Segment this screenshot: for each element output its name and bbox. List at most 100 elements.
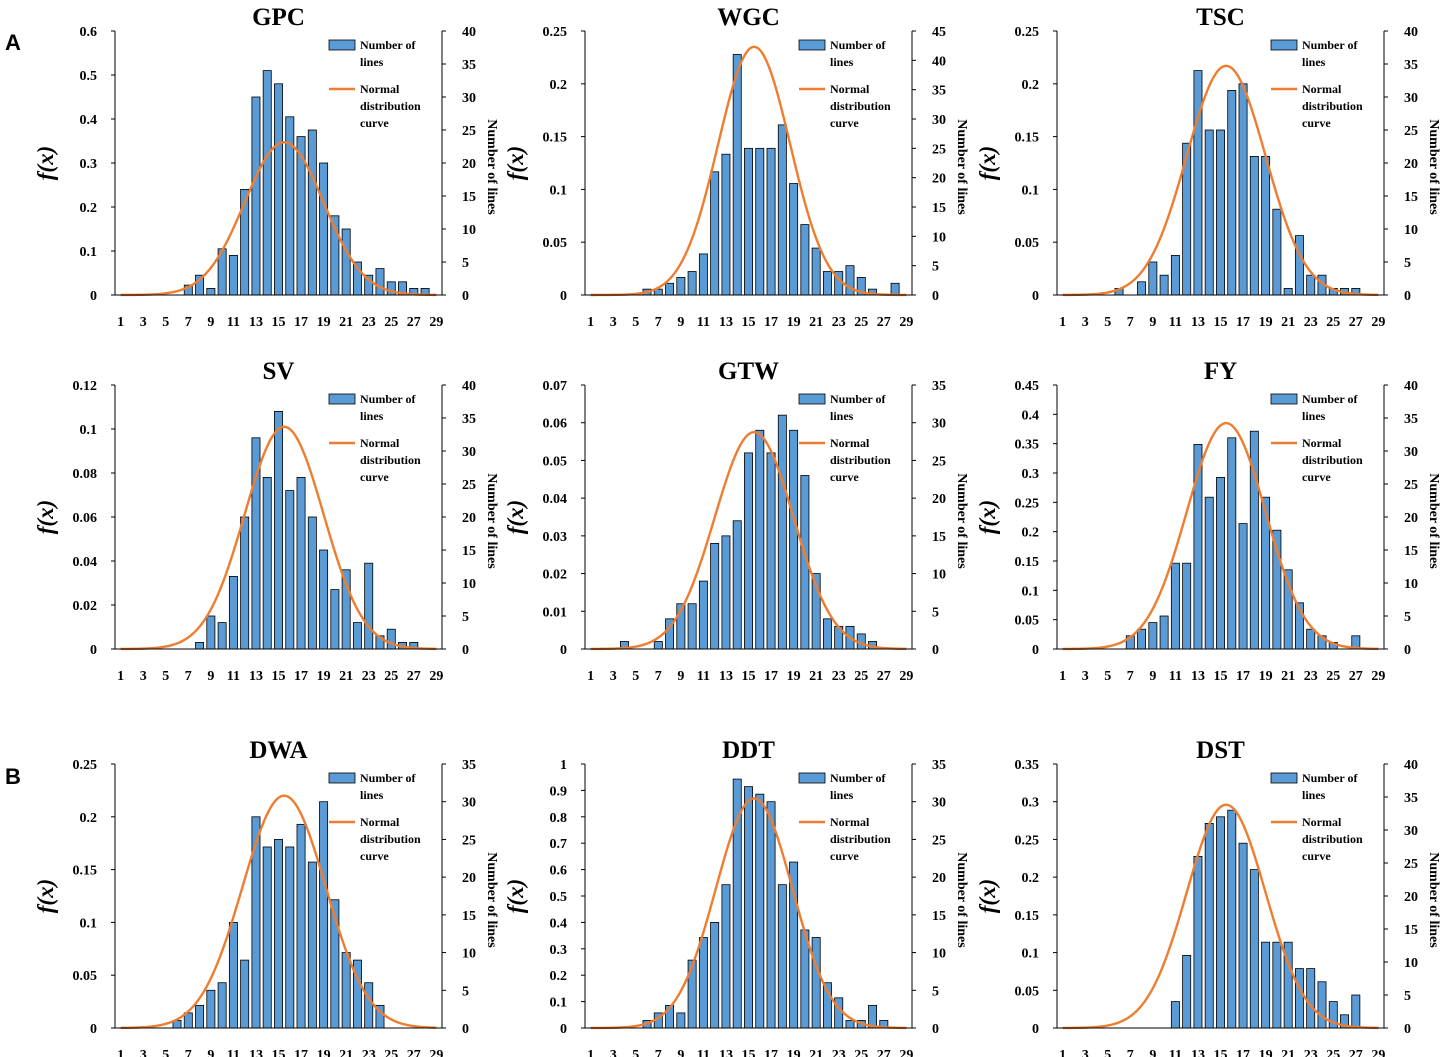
left-tick-label-gtw: 0 xyxy=(560,643,567,658)
x-tick-label-tsc: 13 xyxy=(1191,315,1205,330)
left-tick-label-dst: 0.2 xyxy=(1022,871,1040,886)
x-tick-label-tsc: 15 xyxy=(1214,315,1228,330)
left-tick-label-wgc: 0.2 xyxy=(550,78,568,93)
right-tick-label-dwa: 5 xyxy=(462,984,469,999)
left-tick-label-dwa: 0.2 xyxy=(80,811,98,826)
x-tick-label-dst: 17 xyxy=(1236,1048,1250,1057)
y-axis-title-right-wgc: Number of lines xyxy=(954,119,969,215)
right-tick-label-wgc: 0 xyxy=(932,289,939,304)
x-tick-label-tsc: 21 xyxy=(1281,315,1295,330)
right-tick-label-wgc: 20 xyxy=(932,172,946,187)
right-tick-label-dst: 5 xyxy=(1404,989,1411,1004)
right-tick-label-dst: 20 xyxy=(1404,890,1418,905)
x-tick-label-ddt: 19 xyxy=(787,1048,801,1057)
left-tick-label-gpc: 0.2 xyxy=(80,201,98,216)
bar-dwa-11 xyxy=(228,922,238,1029)
right-tick-label-sv: 30 xyxy=(462,445,476,460)
legend-curve-text-gpc: Normal xyxy=(360,82,400,96)
right-tick-label-ddt: 30 xyxy=(932,796,946,811)
chart-title-sv: SV xyxy=(263,358,295,385)
bar-dst-15 xyxy=(1216,816,1225,1029)
x-tick-label-dwa: 15 xyxy=(272,1048,286,1057)
left-tick-label-dwa: 0.15 xyxy=(73,864,98,879)
normal-curve-sv xyxy=(120,425,437,651)
left-tick-label-wgc: 0.1 xyxy=(550,183,568,198)
bar-fy-15 xyxy=(1216,476,1225,650)
left-tick-label-ddt: 0.4 xyxy=(550,916,568,931)
chart-title-dwa: DWA xyxy=(249,737,307,764)
right-tick-label-sv: 20 xyxy=(462,511,476,526)
left-tick-label-gtw: 0.06 xyxy=(543,417,568,432)
right-tick-label-dst: 0 xyxy=(1404,1022,1411,1037)
left-tick-label-dst: 0 xyxy=(1032,1022,1039,1037)
right-tick-label-wgc: 5 xyxy=(932,260,939,275)
bar-dwa-9 xyxy=(206,989,216,1029)
left-tick-label-gpc: 0.3 xyxy=(80,157,98,172)
right-tick-label-sv: 40 xyxy=(462,379,476,394)
right-tick-label-fy: 40 xyxy=(1404,379,1418,394)
bar-ddt-13 xyxy=(721,884,731,1029)
bar-dst-19 xyxy=(1261,941,1271,1029)
left-tick-label-sv: 0.08 xyxy=(73,467,98,482)
right-tick-label-dwa: 35 xyxy=(462,758,476,773)
x-tick-label-tsc: 25 xyxy=(1326,315,1340,330)
right-tick-label-wgc: 45 xyxy=(932,25,946,40)
chart-title-ddt: DDT xyxy=(722,737,775,764)
bar-dst-27 xyxy=(1351,994,1361,1029)
x-tick-label-ddt: 29 xyxy=(899,1048,913,1057)
x-tick-label-wgc: 3 xyxy=(610,315,617,330)
legend-curve-text-wgc: Normal xyxy=(830,82,870,96)
left-tick-label-gpc: 0.6 xyxy=(80,25,98,40)
x-tick-label-wgc: 11 xyxy=(697,315,710,330)
chart-title-gtw: GTW xyxy=(718,358,779,385)
right-tick-label-dwa: 25 xyxy=(462,833,476,848)
left-tick-label-dst: 0.05 xyxy=(1015,984,1040,999)
bar-gpc-18 xyxy=(307,129,317,296)
right-tick-label-fy: 15 xyxy=(1404,544,1418,559)
bar-dwa-8 xyxy=(195,1004,205,1029)
left-tick-label-ddt: 0 xyxy=(560,1022,567,1037)
left-tick-label-gtw: 0.02 xyxy=(543,568,568,583)
x-tick-label-ddt: 27 xyxy=(877,1048,891,1057)
left-tick-label-dwa: 0.1 xyxy=(80,916,98,931)
legend-bars-text-ddt: Number of xyxy=(830,771,886,785)
x-tick-label-dst: 25 xyxy=(1326,1048,1340,1057)
chart-wgc: WGC00.050.10.150.20.25051015202530354045… xyxy=(503,4,969,330)
x-tick-label-gtw: 25 xyxy=(854,669,868,684)
x-tick-label-gtw: 17 xyxy=(764,669,778,684)
left-tick-label-fy: 0.4 xyxy=(1022,408,1040,423)
left-tick-label-wgc: 0.05 xyxy=(543,236,568,251)
x-tick-label-dst: 21 xyxy=(1281,1048,1295,1057)
x-tick-label-tsc: 9 xyxy=(1149,315,1156,330)
left-tick-label-fy: 0.2 xyxy=(1022,526,1040,541)
x-tick-label-fy: 19 xyxy=(1259,669,1273,684)
x-tick-label-gpc: 3 xyxy=(140,315,147,330)
right-tick-label-tsc: 10 xyxy=(1404,223,1418,238)
left-tick-label-sv: 0.12 xyxy=(73,379,98,394)
chart-title-tsc: TSC xyxy=(1196,4,1245,31)
left-tick-label-sv: 0.06 xyxy=(73,511,98,526)
y-axis-title-left-gtw: f(x) xyxy=(503,500,528,534)
x-tick-label-sv: 11 xyxy=(227,669,240,684)
left-tick-label-gpc: 0.4 xyxy=(80,113,98,128)
x-tick-label-ddt: 9 xyxy=(677,1048,684,1057)
bar-gpc-21 xyxy=(341,228,351,296)
legend-bars-text-dwa: lines xyxy=(360,788,384,802)
right-tick-label-dst: 15 xyxy=(1404,923,1418,938)
bar-dst-17 xyxy=(1238,842,1248,1029)
legend-bar-swatch-sv xyxy=(328,393,356,405)
bar-sv-9 xyxy=(206,615,216,650)
right-tick-label-sv: 0 xyxy=(462,643,469,658)
normal-curve-wgc xyxy=(590,45,907,297)
x-tick-label-gtw: 23 xyxy=(832,669,846,684)
right-tick-label-gtw: 25 xyxy=(932,454,946,469)
x-tick-label-gtw: 3 xyxy=(610,669,617,684)
bar-tsc-22 xyxy=(1294,235,1304,296)
panel-label-b: B xyxy=(5,764,21,789)
y-axis-title-left-wgc: f(x) xyxy=(503,146,528,180)
bar-wgc-13 xyxy=(721,153,731,296)
bar-dst-14 xyxy=(1204,823,1214,1029)
bar-dst-13 xyxy=(1193,856,1203,1029)
x-tick-label-ddt: 13 xyxy=(719,1048,733,1057)
bar-gtw-18 xyxy=(777,414,787,650)
